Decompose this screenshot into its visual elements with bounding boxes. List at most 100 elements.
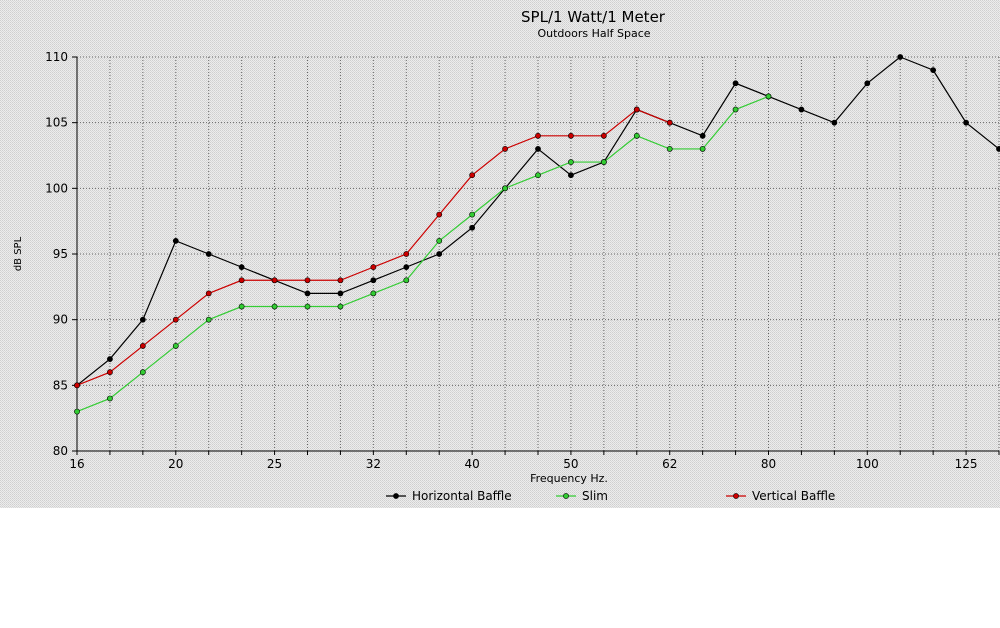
- data-point: [107, 369, 113, 376]
- x-tick-label: 50: [563, 457, 578, 471]
- data-point: [205, 251, 212, 257]
- data-point: [74, 408, 80, 415]
- data-point: [798, 106, 805, 113]
- y-tick-label: 85: [53, 378, 68, 392]
- data-point: [765, 93, 772, 100]
- data-point: [304, 303, 311, 310]
- data-point: [469, 172, 476, 179]
- data-point: [337, 303, 344, 310]
- tick-labels: 80 85 90 95 100 105 110 16 20 25 32 40 50 62 80 100 125: [45, 50, 977, 471]
- series-slim: [74, 93, 772, 415]
- data-point: [370, 277, 377, 284]
- legend-label: Slim: [582, 489, 608, 503]
- data-point: [732, 80, 739, 87]
- data-point: [502, 146, 508, 152]
- x-tick-label: 25: [267, 457, 282, 471]
- data-point: [600, 132, 607, 139]
- legend-label: Horizontal Baffle: [412, 489, 512, 503]
- y-tick-label: 80: [53, 444, 68, 458]
- x-tick-label: 62: [662, 457, 677, 471]
- data-point: [139, 316, 146, 323]
- y-tick-label: 110: [45, 50, 68, 64]
- data-point: [666, 146, 673, 152]
- data-point: [831, 119, 838, 126]
- legend-item: Horizontal Baffle: [386, 489, 512, 503]
- series-lines: [74, 54, 1000, 415]
- data-point: [666, 119, 673, 126]
- data-point: [172, 316, 179, 323]
- x-tick-label: 100: [856, 457, 879, 471]
- x-tick-label: 32: [366, 457, 381, 471]
- data-point: [568, 159, 574, 165]
- x-tick-label: 20: [168, 457, 183, 471]
- x-tick-label: 125: [955, 457, 978, 471]
- data-point: [238, 264, 245, 271]
- legend-swatch-marker: [563, 493, 569, 499]
- data-point: [633, 106, 640, 113]
- data-point: [436, 211, 443, 218]
- data-point: [205, 316, 212, 323]
- data-point: [996, 146, 1000, 152]
- data-point: [107, 356, 113, 362]
- data-point: [469, 211, 476, 218]
- data-point: [403, 277, 410, 284]
- data-point: [271, 277, 278, 284]
- data-point: [963, 119, 969, 126]
- legend-swatch-marker: [393, 493, 399, 499]
- data-point: [535, 146, 541, 152]
- data-point: [502, 185, 508, 192]
- data-point: [897, 54, 904, 60]
- x-tick-label: 16: [69, 457, 84, 471]
- legend: Horizontal Baffle Slim Vertical Baffle: [386, 489, 835, 503]
- data-point: [633, 132, 640, 139]
- data-point: [139, 369, 146, 376]
- y-tick-label: 100: [45, 181, 68, 195]
- x-tick-label: 40: [465, 457, 480, 471]
- data-point: [699, 146, 706, 152]
- data-point: [403, 264, 410, 271]
- data-point: [107, 395, 113, 402]
- data-point: [271, 303, 278, 310]
- data-point: [864, 80, 871, 87]
- legend-swatch-marker: [733, 493, 739, 499]
- data-point: [337, 290, 344, 297]
- data-point: [238, 277, 245, 284]
- y-tick-label: 95: [53, 247, 68, 261]
- data-point: [337, 277, 344, 284]
- legend-item: Vertical Baffle: [726, 489, 835, 503]
- data-point: [568, 172, 574, 179]
- data-point: [172, 237, 179, 244]
- data-point: [535, 132, 541, 139]
- y-tick-label: 105: [45, 116, 68, 130]
- data-point: [403, 251, 410, 257]
- data-point: [304, 290, 311, 297]
- x-tick-label: 80: [761, 457, 776, 471]
- data-point: [469, 224, 476, 231]
- data-point: [370, 264, 377, 271]
- data-point: [370, 290, 377, 297]
- data-point: [535, 172, 541, 179]
- chart-title: SPL/1 Watt/1 Meter: [521, 8, 666, 26]
- y-tick-label: 90: [53, 313, 68, 327]
- data-point: [238, 303, 245, 310]
- x-axis-label: Frequency Hz.: [530, 472, 608, 485]
- data-point: [436, 237, 443, 244]
- series-vertical-baffle: [74, 106, 673, 389]
- legend-label: Vertical Baffle: [752, 489, 835, 503]
- y-axis-label: dB SPL: [13, 236, 24, 271]
- data-point: [930, 67, 937, 74]
- legend-item: Slim: [556, 489, 608, 503]
- chart-subtitle: Outdoors Half Space: [537, 27, 650, 40]
- data-point: [600, 159, 607, 165]
- data-point: [568, 132, 574, 139]
- data-point: [139, 343, 146, 349]
- data-point: [205, 290, 212, 297]
- series-line: [76, 95, 769, 413]
- data-point: [732, 106, 739, 113]
- data-point: [436, 251, 443, 257]
- data-point: [172, 343, 179, 349]
- data-point: [304, 277, 311, 284]
- data-point: [699, 132, 706, 139]
